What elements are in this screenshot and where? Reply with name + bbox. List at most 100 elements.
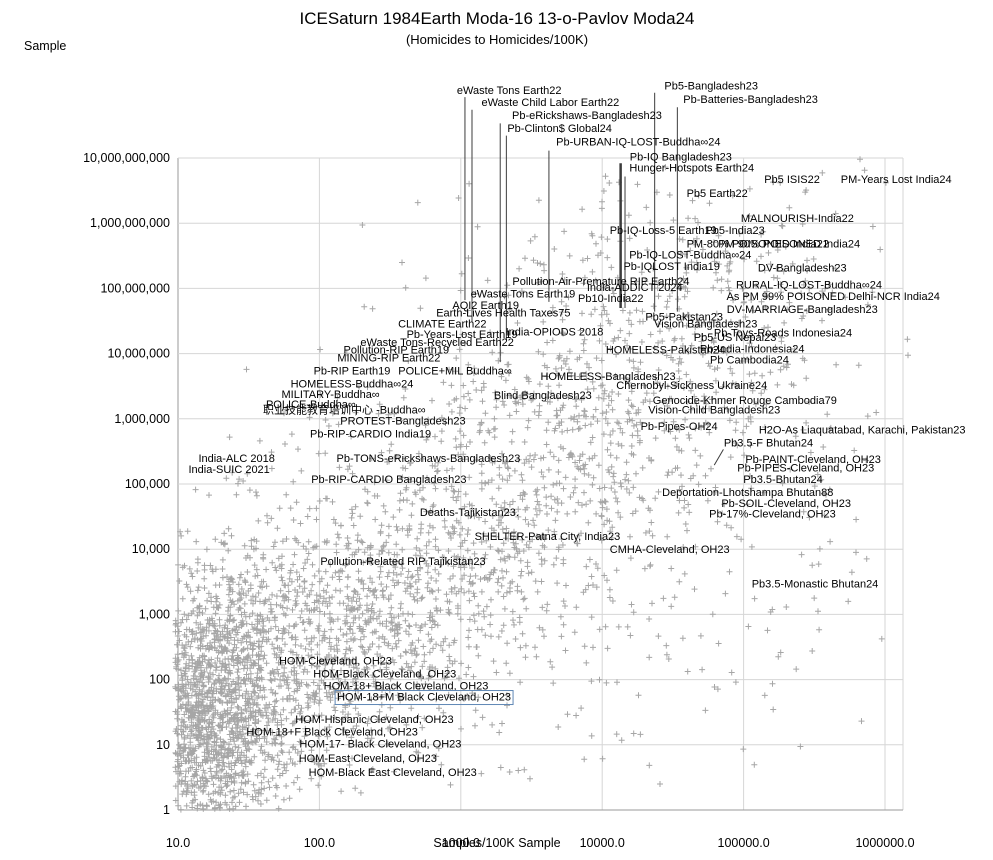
data-label[interactable]: Pb-Toys-Roads Indonesia24 (714, 328, 852, 340)
data-label[interactable]: PM-80% POISONED India22 (687, 238, 829, 250)
data-label[interactable]: HOM-Cleveland, OH23 (279, 656, 392, 668)
data-label[interactable]: Pollution-Air-Premature RIP Earth24 (512, 276, 689, 288)
data-label[interactable]: Pb-RIP-CARDIO India19 (310, 428, 431, 440)
data-label[interactable]: Pb-17%-Cleveland, OH23 (709, 509, 836, 521)
data-label[interactable]: eWaste Tons Earth19 (471, 289, 576, 301)
data-label[interactable]: Pb5 ISIS22 (764, 174, 820, 186)
data-label[interactable]: India-OPIODS 2018 (506, 326, 604, 338)
y-tick-label: 1 (163, 803, 170, 817)
data-label[interactable]: Pb-Clinton$ Global24 (507, 123, 612, 135)
data-label[interactable]: HOMELESS-Buddha∞24 (291, 378, 414, 390)
data-label[interactable]: Pb-IQ-Loss-5 Earth19 (610, 225, 717, 237)
data-label[interactable]: Pb-eRickshaws-Bangladesh23 (512, 110, 662, 122)
data-label[interactable]: Pb-Years-Lost Earth19 (407, 329, 518, 341)
x-tick-label: 10.0 (166, 836, 190, 850)
data-label[interactable]: Deaths-Tajikistan23. (420, 507, 519, 519)
data-label[interactable]: 职业技能教育培训中心 -Buddha∞ (263, 402, 426, 416)
y-axis-tick-labels: 1 10 100 1,000 10,000 100,000 1,000,000 10,000,… (83, 151, 170, 817)
data-label[interactable]: Pb5 Earth22 (687, 188, 748, 200)
data-label[interactable]: H2O-As Liaquatabad, Karachi, Pakistan23 (759, 425, 966, 437)
data-label[interactable]: MINING-RIP Earth22 (337, 353, 440, 365)
y-tick-label: 10,000,000,000 (83, 151, 170, 165)
selected-label-box (334, 690, 514, 706)
data-label[interactable]: Pb-TONS-eRickshaws-Bangladesh23 (336, 453, 520, 465)
x-tick-label: 1000000.0 (855, 836, 914, 850)
data-label[interactable]: HOM-Black East Cleveland, OH23 (309, 767, 477, 779)
scatter-points[interactable] (172, 156, 911, 813)
data-label[interactable]: Pb3.5-Bhutan24 (743, 474, 823, 486)
y-tick-label: 10,000,000 (107, 347, 170, 361)
data-label[interactable]: PM 90% POISONED India24 (718, 238, 860, 250)
data-label[interactable]: Vision-Child Bangladesh23 (648, 404, 780, 416)
y-tick-label: 1,000,000 (114, 412, 170, 426)
data-label[interactable]: eWaste Tons Earth22 (457, 85, 562, 97)
data-label[interactable]: Pb5-India23 (705, 225, 764, 237)
data-label[interactable]: Pb-PAINT-Cleveland, OH23 (745, 454, 881, 466)
data-label[interactable]: DV-Bangladesh23 (758, 262, 847, 274)
scatter-series[interactable] (172, 156, 911, 813)
data-label[interactable]: As PM 99% POISONED Delhi-NCR India24 (726, 291, 939, 303)
data-label[interactable]: Pb-IQ-LOST-Buddha∞24 (629, 250, 751, 262)
data-label[interactable]: Pb-RIP Earth19 (314, 366, 391, 378)
data-label[interactable]: SHELTER-Patna City, India23 (475, 531, 621, 543)
data-label[interactable]: HOM-Hispanic Cleveland, OH23 (295, 714, 453, 726)
data-label[interactable]: Chernobyl-Sickness Ukraine24 (616, 380, 767, 392)
data-label[interactable]: Pb Cambodia24 (710, 355, 789, 367)
data-label[interactable]: HOM-18+ Black Cleveland, OH23 (324, 681, 489, 693)
data-label[interactable]: HOM-18+M Black Cleveland, OH23 (337, 692, 511, 704)
data-label[interactable]: India-ALC 2018 (198, 453, 274, 465)
data-label[interactable]: India-ADDICT 2024 (587, 282, 683, 294)
data-label[interactable]: HOM-18+F Black Cleveland, OH23 (246, 726, 417, 738)
data-label[interactable]: HOMELESS-Pakistan24 (606, 345, 725, 357)
data-label[interactable]: MALNOURISH-India22 (741, 213, 854, 225)
data-label[interactable]: POLICE+MIL Buddha∞ (398, 366, 512, 378)
data-label[interactable]: Vision Bangladesh23 (654, 318, 757, 330)
data-label[interactable]: Pollution-RIP Earth19 (344, 345, 450, 357)
data-label[interactable]: HOM-East Cleveland, OH23 (299, 753, 437, 765)
data-label[interactable]: Pb-Pipes-OH24 (641, 421, 718, 433)
data-label[interactable]: Pb5-Pakistan23 (645, 312, 723, 324)
data-label[interactable]: Pb10-India22 (578, 293, 643, 305)
data-label[interactable]: Pb-Batteries-Bangladesh23 (683, 94, 818, 106)
data-label[interactable]: PM-Years Lost India24 (841, 174, 952, 186)
data-label[interactable]: HOM-Black Cleveland, OH23 (313, 669, 456, 681)
y-tick-label: 100,000 (125, 477, 170, 491)
data-label[interactable]: Pb-SOIL-Cleveland, OH23 (721, 498, 851, 510)
x-tick-label: 100000.0 (718, 836, 770, 850)
data-label[interactable]: Pb-IQLOST India19 (623, 261, 719, 273)
data-label[interactable]: RURAL-IQ-LOST-Buddha∞24 (736, 279, 882, 291)
chart-subtitle: (Homicides to Homicides/100K) (406, 32, 588, 47)
data-label[interactable]: Hunger-Hotspots Earth24 (629, 163, 754, 175)
data-label[interactable]: Deportation-Lhotshampa Bhutan88 (662, 487, 833, 499)
data-label[interactable]: Pb3.5-F Bhutan24 (724, 438, 813, 450)
data-label[interactable]: Pb-URBAN-IQ-LOST-Buddha∞24 (556, 136, 720, 148)
label-leader-lines (464, 92, 724, 466)
data-label[interactable]: HOM-17- Black Cleveland, OH23 (299, 738, 461, 750)
data-label[interactable]: India-SUIC 2021 (188, 464, 269, 476)
data-label[interactable]: Pb5-US Nepal23 (694, 332, 777, 344)
y-axis-title: Sample (24, 39, 66, 53)
data-label[interactable]: Earth-Lives Health Taxes75 (436, 307, 570, 319)
data-label[interactable]: AQI2 Earth19 (452, 300, 519, 312)
data-label[interactable]: Pb5-Bangladesh23 (664, 80, 758, 92)
data-label[interactable]: eWaste Child Labor Earth22 (481, 97, 619, 109)
data-label[interactable]: Pb-IQ Bangladesh23 (630, 152, 732, 164)
data-label[interactable]: MILITARY-Buddha∞ (282, 389, 380, 401)
data-label[interactable]: HOMELESS-Bangladesh23 (540, 371, 675, 383)
data-label[interactable]: Genocide-Khmer Rouge Cambodia79 (653, 395, 837, 407)
data-label[interactable]: Pb-India-Indonesia24 (700, 343, 805, 355)
data-label[interactable]: Blind Bangladesh23 (494, 390, 592, 402)
data-label[interactable]: Pb-RIP-CARDIO Bangladesh23 (311, 474, 466, 486)
data-label[interactable]: eWaste Tons-Recycled Earth22 (360, 337, 513, 349)
chart-title: ICESaturn 1984Earth Moda-16 13-o-Pavlov … (299, 9, 694, 28)
data-label[interactable]: Pb3.5-Monastic Bhutan24 (752, 578, 879, 590)
data-label[interactable]: PROTEST-Bangladesh23 (340, 415, 465, 427)
data-label[interactable]: DV-MARRIAGE-Bangladesh23 (727, 304, 878, 316)
data-label[interactable]: CLIMATE Earth22 (398, 318, 486, 330)
data-label[interactable]: CMHA-Cleveland, OH23 (610, 544, 730, 556)
data-label[interactable]: Pb-PIPES-Cleveland, OH23 (737, 462, 874, 474)
data-label[interactable]: POLICE-Buddha∞ (266, 399, 356, 411)
data-label[interactable]: Pollution-Related RIP Tajikistan23 (320, 556, 485, 568)
